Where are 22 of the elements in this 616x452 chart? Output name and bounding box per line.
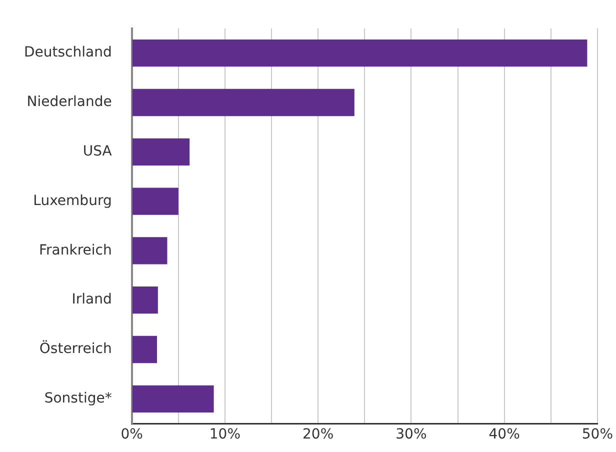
x-tick-label: 10% xyxy=(209,426,241,443)
bar xyxy=(132,88,354,116)
x-tick-label: 40% xyxy=(488,426,520,443)
bar xyxy=(132,286,158,314)
y-tick-label: USA xyxy=(82,144,112,160)
y-tick-label: Luxemburg xyxy=(33,192,112,209)
y-tick-label: Deutschland xyxy=(24,44,112,61)
bar xyxy=(132,385,214,412)
x-tick-label: 20% xyxy=(302,426,334,443)
bar xyxy=(132,336,157,364)
bar xyxy=(132,188,178,215)
y-tick-label: Irland xyxy=(72,292,112,308)
bar xyxy=(132,237,168,264)
bar xyxy=(132,40,588,67)
x-tick-label: 50% xyxy=(582,426,614,443)
bar xyxy=(132,138,190,166)
x-tick-label: 0% xyxy=(120,426,143,443)
y-tick-label: Sonstige* xyxy=(44,390,112,407)
x-tick-label: 30% xyxy=(396,426,427,443)
y-tick-label: Österreich xyxy=(39,340,112,358)
y-tick-label: Niederlande xyxy=(26,94,112,110)
y-tick-label: Frankreich xyxy=(38,242,112,258)
